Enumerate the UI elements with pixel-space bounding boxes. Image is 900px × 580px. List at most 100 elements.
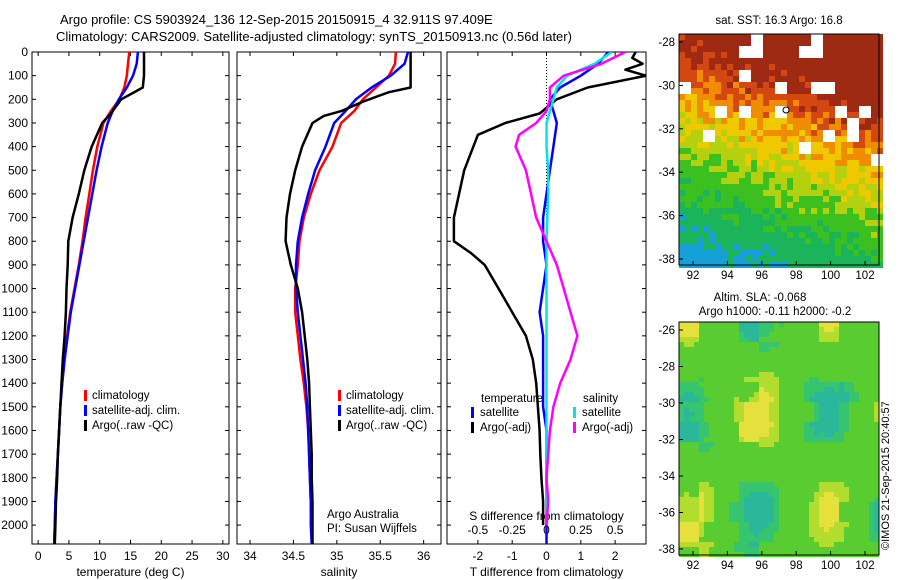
sla-map-cell bbox=[714, 457, 719, 462]
sla-map-cell bbox=[824, 402, 829, 407]
sst-map-cell bbox=[847, 154, 853, 160]
sst-map-cell bbox=[805, 196, 811, 202]
sla-map-cell bbox=[749, 337, 754, 342]
sst-map-cell bbox=[841, 124, 847, 130]
sla-map-cell bbox=[784, 497, 789, 502]
sst-map-cell bbox=[859, 190, 865, 196]
sla-map-cell bbox=[824, 502, 829, 507]
sst-map-cell bbox=[751, 154, 757, 160]
sst-map-cell bbox=[751, 250, 757, 256]
sst-map-cell bbox=[811, 160, 817, 166]
sla-map-cell bbox=[844, 347, 849, 352]
sla-map-cell bbox=[694, 392, 699, 397]
sst-map-cell bbox=[721, 148, 727, 154]
sla-map-cell bbox=[804, 507, 809, 512]
sst-map-cell bbox=[697, 106, 703, 112]
sst-map-cell bbox=[727, 76, 733, 82]
sla-map-cell bbox=[694, 427, 699, 432]
sst-map-cell bbox=[739, 160, 745, 166]
sla-map-cell bbox=[754, 462, 759, 467]
sla-map-cell bbox=[689, 327, 694, 332]
sst-map-cell bbox=[775, 202, 781, 208]
sst-map-cell bbox=[817, 196, 823, 202]
sla-map-cell bbox=[874, 347, 879, 352]
sst-map-cell bbox=[835, 88, 841, 94]
sla-map-cell bbox=[814, 347, 819, 352]
sst-map-cell bbox=[727, 214, 733, 220]
sla-map-cell bbox=[814, 362, 819, 367]
sst-map-cell bbox=[793, 82, 799, 88]
sla-map-cell bbox=[794, 472, 799, 477]
sla-map-cell bbox=[839, 412, 844, 417]
sst-map-cell bbox=[817, 160, 823, 166]
sst-map-cell bbox=[877, 226, 883, 232]
sst-map-cell bbox=[697, 238, 703, 244]
sla-map-cell bbox=[709, 437, 714, 442]
sst-map-y-label: -32 bbox=[658, 124, 675, 136]
sla-map-cell bbox=[839, 462, 844, 467]
sla-map-cell bbox=[729, 497, 734, 502]
sst-map-cell bbox=[787, 184, 793, 190]
sla-map-cell bbox=[709, 412, 714, 417]
sla-map-cell bbox=[679, 492, 684, 497]
sla-map-cell bbox=[754, 472, 759, 477]
sla-map-cell bbox=[769, 512, 774, 517]
sla-map-cell bbox=[854, 397, 859, 402]
sst-map-cell bbox=[679, 118, 685, 124]
sla-map-cell bbox=[704, 472, 709, 477]
sla-map-cell bbox=[759, 457, 764, 462]
sst-map-cell bbox=[751, 34, 757, 40]
temperature-legend-swatch bbox=[84, 390, 87, 401]
sla-map-cell bbox=[689, 492, 694, 497]
sla-map-cell bbox=[799, 337, 804, 342]
sst-map-cell bbox=[829, 82, 835, 88]
sla-map-cell bbox=[774, 457, 779, 462]
sla-map-cell bbox=[734, 332, 739, 337]
sst-map-cell bbox=[823, 40, 829, 46]
sst-map-cell bbox=[703, 112, 709, 118]
sla-map-cell bbox=[859, 337, 864, 342]
sst-map-cell bbox=[697, 244, 703, 250]
sla-map-cell bbox=[824, 367, 829, 372]
sla-map-cell bbox=[869, 527, 874, 532]
sst-map-cell bbox=[841, 178, 847, 184]
sst-map-cell bbox=[841, 70, 847, 76]
sst-map-cell bbox=[835, 160, 841, 166]
sst-map-cell bbox=[811, 58, 817, 64]
sla-map-cell bbox=[804, 347, 809, 352]
sla-map-cell bbox=[739, 407, 744, 412]
sla-map-cell bbox=[819, 532, 824, 537]
sla-map-cell bbox=[829, 547, 834, 552]
salinity-x-tick-label: 36 bbox=[417, 549, 431, 563]
sla-map-cell bbox=[709, 492, 714, 497]
sla-map-cell bbox=[754, 527, 759, 532]
sst-map-cell bbox=[865, 184, 871, 190]
sla-map-cell bbox=[874, 452, 879, 457]
sst-map-cell bbox=[715, 142, 721, 148]
sst-map-cell bbox=[871, 118, 877, 124]
sla-map-cell bbox=[754, 372, 759, 377]
sst-map-cell bbox=[709, 64, 715, 70]
sla-map-cell bbox=[874, 487, 879, 492]
sst-map-cell bbox=[721, 184, 727, 190]
sst-map-cell bbox=[811, 124, 817, 130]
sst-map-cell bbox=[781, 130, 787, 136]
sst-map-cell bbox=[823, 76, 829, 82]
sst-map-cell bbox=[793, 58, 799, 64]
sst-map-cell bbox=[823, 148, 829, 154]
sla-map-cell bbox=[749, 407, 754, 412]
sst-map-cell bbox=[775, 208, 781, 214]
sst-map-cell bbox=[739, 100, 745, 106]
sla-map-cell bbox=[679, 442, 684, 447]
sla-map-cell bbox=[759, 477, 764, 482]
sla-map-cell bbox=[804, 432, 809, 437]
sla-map-cell bbox=[724, 447, 729, 452]
sla-map-cell bbox=[709, 512, 714, 517]
sla-map-cell bbox=[754, 467, 759, 472]
sst-map-cell bbox=[721, 226, 727, 232]
sla-map-cell bbox=[794, 452, 799, 457]
sla-map-cell bbox=[839, 422, 844, 427]
sst-map-x-label: 100 bbox=[821, 270, 840, 282]
sla-map-cell bbox=[844, 372, 849, 377]
sla-map-cell bbox=[739, 377, 744, 382]
